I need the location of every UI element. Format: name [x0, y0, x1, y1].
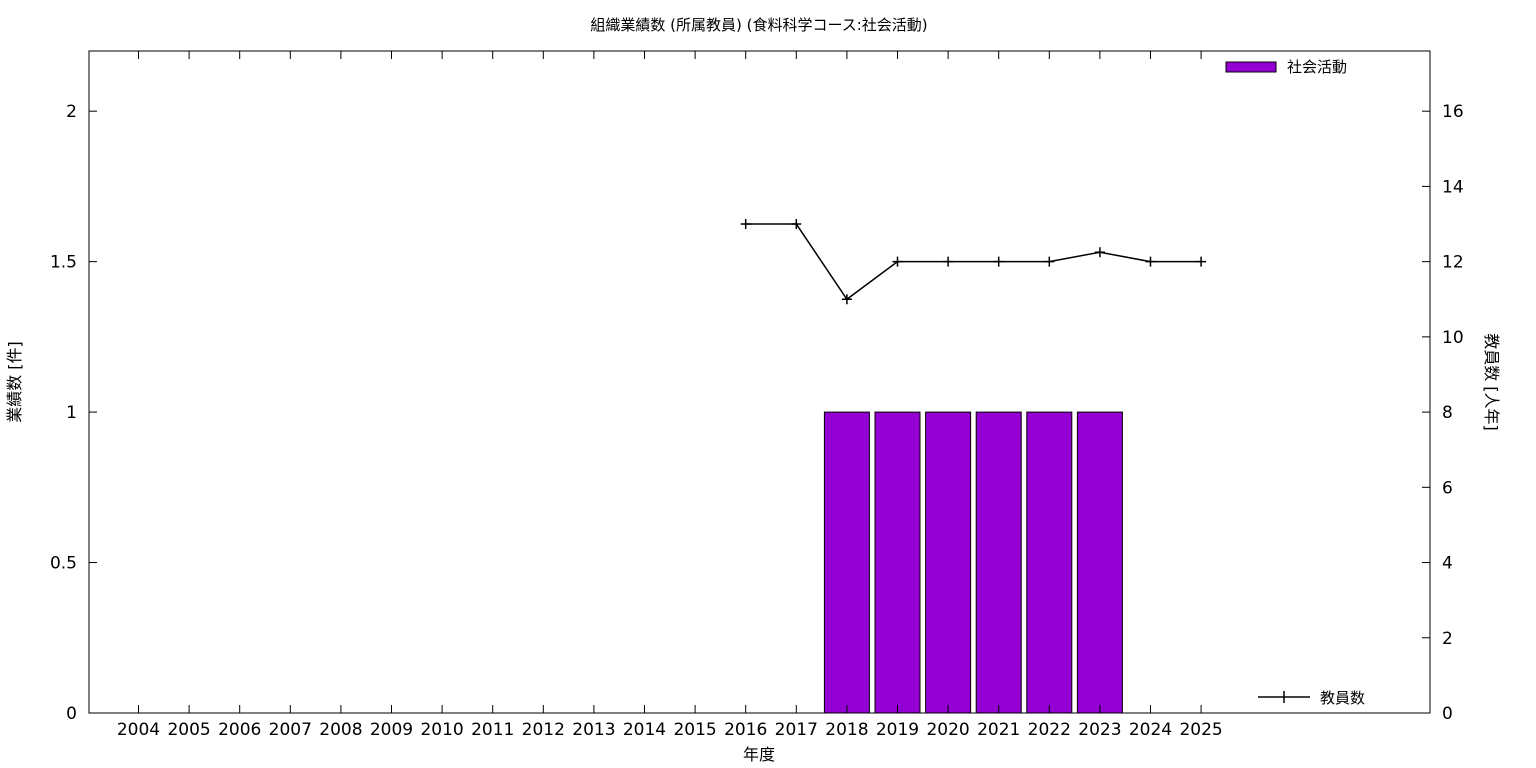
y2-tick-label-2: 2 [1442, 629, 1453, 649]
x-tick-labels: 2004 2005 2006 2007 2008 2009 2010 2011 2012 2013… [117, 720, 1223, 740]
line-layer [740, 219, 1207, 305]
x-tick-label-2011: 2011 [471, 720, 514, 740]
x-tick-label-2012: 2012 [522, 720, 565, 740]
x-tick-label-2020: 2020 [926, 720, 969, 740]
legend-label-line: 教員数 [1320, 689, 1365, 707]
y-tick-label-2: 2 [66, 102, 77, 122]
x-tick-label-2018: 2018 [825, 720, 868, 740]
x-tick-label-2022: 2022 [1028, 720, 1071, 740]
plot-frame [88, 50, 1431, 714]
y2-tick-label-14: 14 [1442, 177, 1464, 197]
y-axis-label: 業績数 [件] [5, 341, 24, 423]
x-tick-label-2016: 2016 [724, 720, 767, 740]
x-tick-label-2015: 2015 [673, 720, 716, 740]
bars-layer [823, 411, 1123, 714]
y2-axis-label: 教員数 [人年] [1482, 333, 1501, 431]
y2-tick-label-8: 8 [1442, 403, 1453, 423]
x-tick-label-2017: 2017 [775, 720, 818, 740]
x-tick-label-2014: 2014 [623, 720, 666, 740]
y2-tick-label-4: 4 [1442, 554, 1453, 574]
x-tick-label-2024: 2024 [1129, 720, 1172, 740]
x-tick-label-2010: 2010 [420, 720, 463, 740]
series-line-faculty [745, 223, 1202, 301]
bar-2018 [823, 411, 870, 714]
y-tick-label-1.5: 1.5 [50, 253, 77, 273]
x-tick-label-2013: 2013 [572, 720, 615, 740]
x-tick-label-2019: 2019 [876, 720, 919, 740]
x-tick-label-2007: 2007 [269, 720, 312, 740]
y2-tick-label-16: 16 [1442, 102, 1464, 122]
legend: 社会活動 教員数 [1225, 58, 1365, 707]
bar-2021 [975, 411, 1022, 714]
legend-label-bar: 社会活動 [1287, 58, 1347, 76]
y2-tick-label-12: 12 [1442, 253, 1464, 273]
x-tick-label-2008: 2008 [319, 720, 362, 740]
y-tick-label-0.5: 0.5 [50, 554, 77, 574]
bar-2020 [925, 411, 972, 714]
x-tick-label-2021: 2021 [977, 720, 1020, 740]
y2-tick-labels: 0 2 4 6 8 10 12 14 16 [1442, 102, 1464, 724]
x-tick-label-2023: 2023 [1078, 720, 1121, 740]
bar-2022 [1026, 411, 1073, 714]
x-tick-label-2025: 2025 [1179, 720, 1222, 740]
y2-tick-label-10: 10 [1442, 328, 1464, 348]
x-tick-label-2005: 2005 [167, 720, 210, 740]
y-tick-labels: 0 0.5 1 1.5 2 [50, 102, 77, 724]
x-tick-label-2006: 2006 [218, 720, 261, 740]
x-tick-label-2009: 2009 [370, 720, 413, 740]
bar-2023 [1076, 411, 1123, 714]
chart-title: 組織業績数 (所属教員) (食料科学コース:社会活動) [590, 16, 927, 34]
y-tick-label-1: 1 [66, 403, 77, 423]
y2-tick-label-6: 6 [1442, 478, 1453, 498]
bar-2019 [874, 411, 921, 714]
y-tick-label-0: 0 [66, 704, 77, 724]
y2-tick-label-0: 0 [1442, 704, 1453, 724]
legend-swatch-bar [1225, 61, 1277, 73]
ticks-layer [89, 51, 1430, 714]
x-axis-label: 年度 [743, 745, 775, 764]
x-tick-label-2004: 2004 [117, 720, 160, 740]
